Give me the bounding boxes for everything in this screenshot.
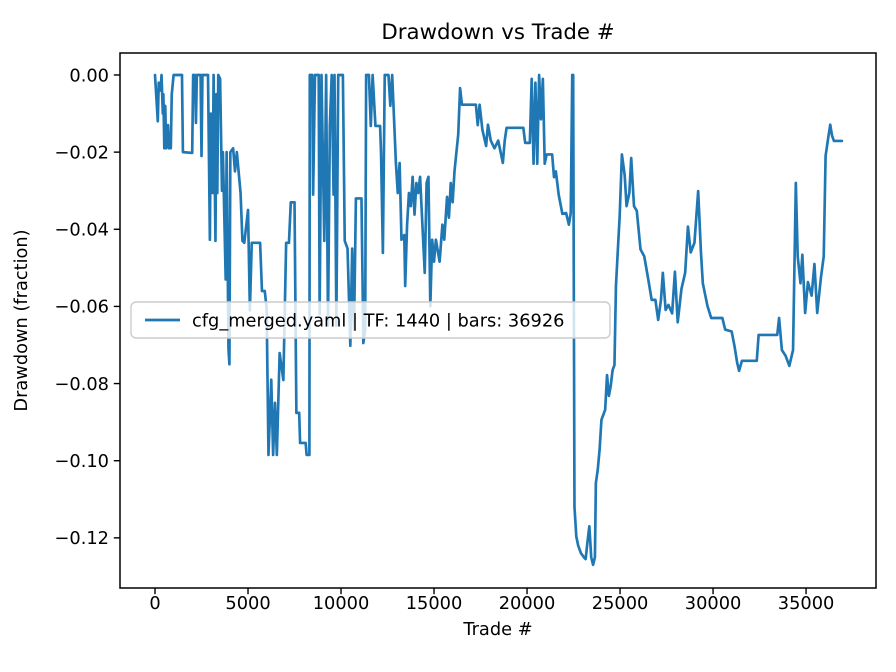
plot-border xyxy=(119,52,877,589)
y-tick-label: −0.12 xyxy=(55,528,110,549)
chart-title: Drawdown vs Trade # xyxy=(381,20,614,45)
y-axis-label: Drawdown (fraction) xyxy=(11,229,32,411)
y-tick-label: −0.08 xyxy=(55,374,110,395)
x-tick-label: 15000 xyxy=(406,593,463,614)
axes-spines xyxy=(119,52,877,589)
axis-ticks: 0 5000 10000 15000 20000 25000 30000 35000 0.00 −… xyxy=(55,65,835,614)
x-tick-label: 10000 xyxy=(313,593,370,614)
y-tick-label: −0.04 xyxy=(55,220,110,241)
y-tick-label: −0.06 xyxy=(55,297,110,318)
x-tick-label: 25000 xyxy=(592,593,649,614)
legend-box xyxy=(130,301,611,339)
y-tick-label: −0.02 xyxy=(55,142,110,163)
legend-label: cfg_merged.yaml | TF: 1440 | bars: 36926 xyxy=(192,311,564,332)
x-tick-label: 5000 xyxy=(225,593,270,614)
data-series xyxy=(153,73,844,567)
x-tick-label: 30000 xyxy=(685,593,742,614)
x-tick-label: 35000 xyxy=(778,593,835,614)
x-tick-label: 0 xyxy=(149,593,160,614)
legend: cfg_merged.yaml | TF: 1440 | bars: 36926 xyxy=(130,301,611,339)
y-tick-label: −0.10 xyxy=(55,451,110,472)
y-tick-label: 0.00 xyxy=(69,65,109,86)
drawdown-line xyxy=(153,73,844,567)
x-axis-label: Trade # xyxy=(462,619,532,640)
x-tick-label: 20000 xyxy=(499,593,556,614)
